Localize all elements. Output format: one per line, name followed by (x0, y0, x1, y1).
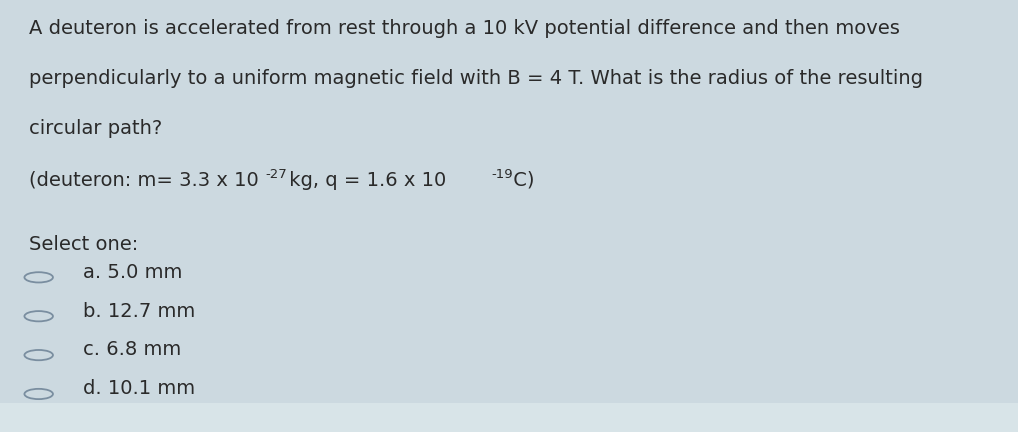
Text: -19: -19 (492, 168, 513, 181)
Text: -27: -27 (266, 168, 287, 181)
Text: a. 5.0 mm: a. 5.0 mm (83, 263, 183, 282)
Text: (deuteron: m= 3.3 x 10: (deuteron: m= 3.3 x 10 (29, 171, 259, 190)
Text: Select one:: Select one: (29, 235, 137, 254)
Text: kg, q = 1.6 x 10: kg, q = 1.6 x 10 (283, 171, 446, 190)
Text: d. 10.1 mm: d. 10.1 mm (83, 379, 195, 398)
Text: circular path?: circular path? (29, 119, 162, 138)
FancyBboxPatch shape (0, 403, 1018, 432)
Text: C): C) (507, 171, 534, 190)
Text: b. 12.7 mm: b. 12.7 mm (83, 302, 195, 321)
Text: A deuteron is accelerated from rest through a 10 kV potential difference and the: A deuteron is accelerated from rest thro… (29, 19, 899, 38)
Text: perpendicularly to a uniform magnetic field with B = 4 T. What is the radius of : perpendicularly to a uniform magnetic fi… (29, 69, 922, 88)
Text: c. 6.8 mm: c. 6.8 mm (83, 340, 182, 359)
